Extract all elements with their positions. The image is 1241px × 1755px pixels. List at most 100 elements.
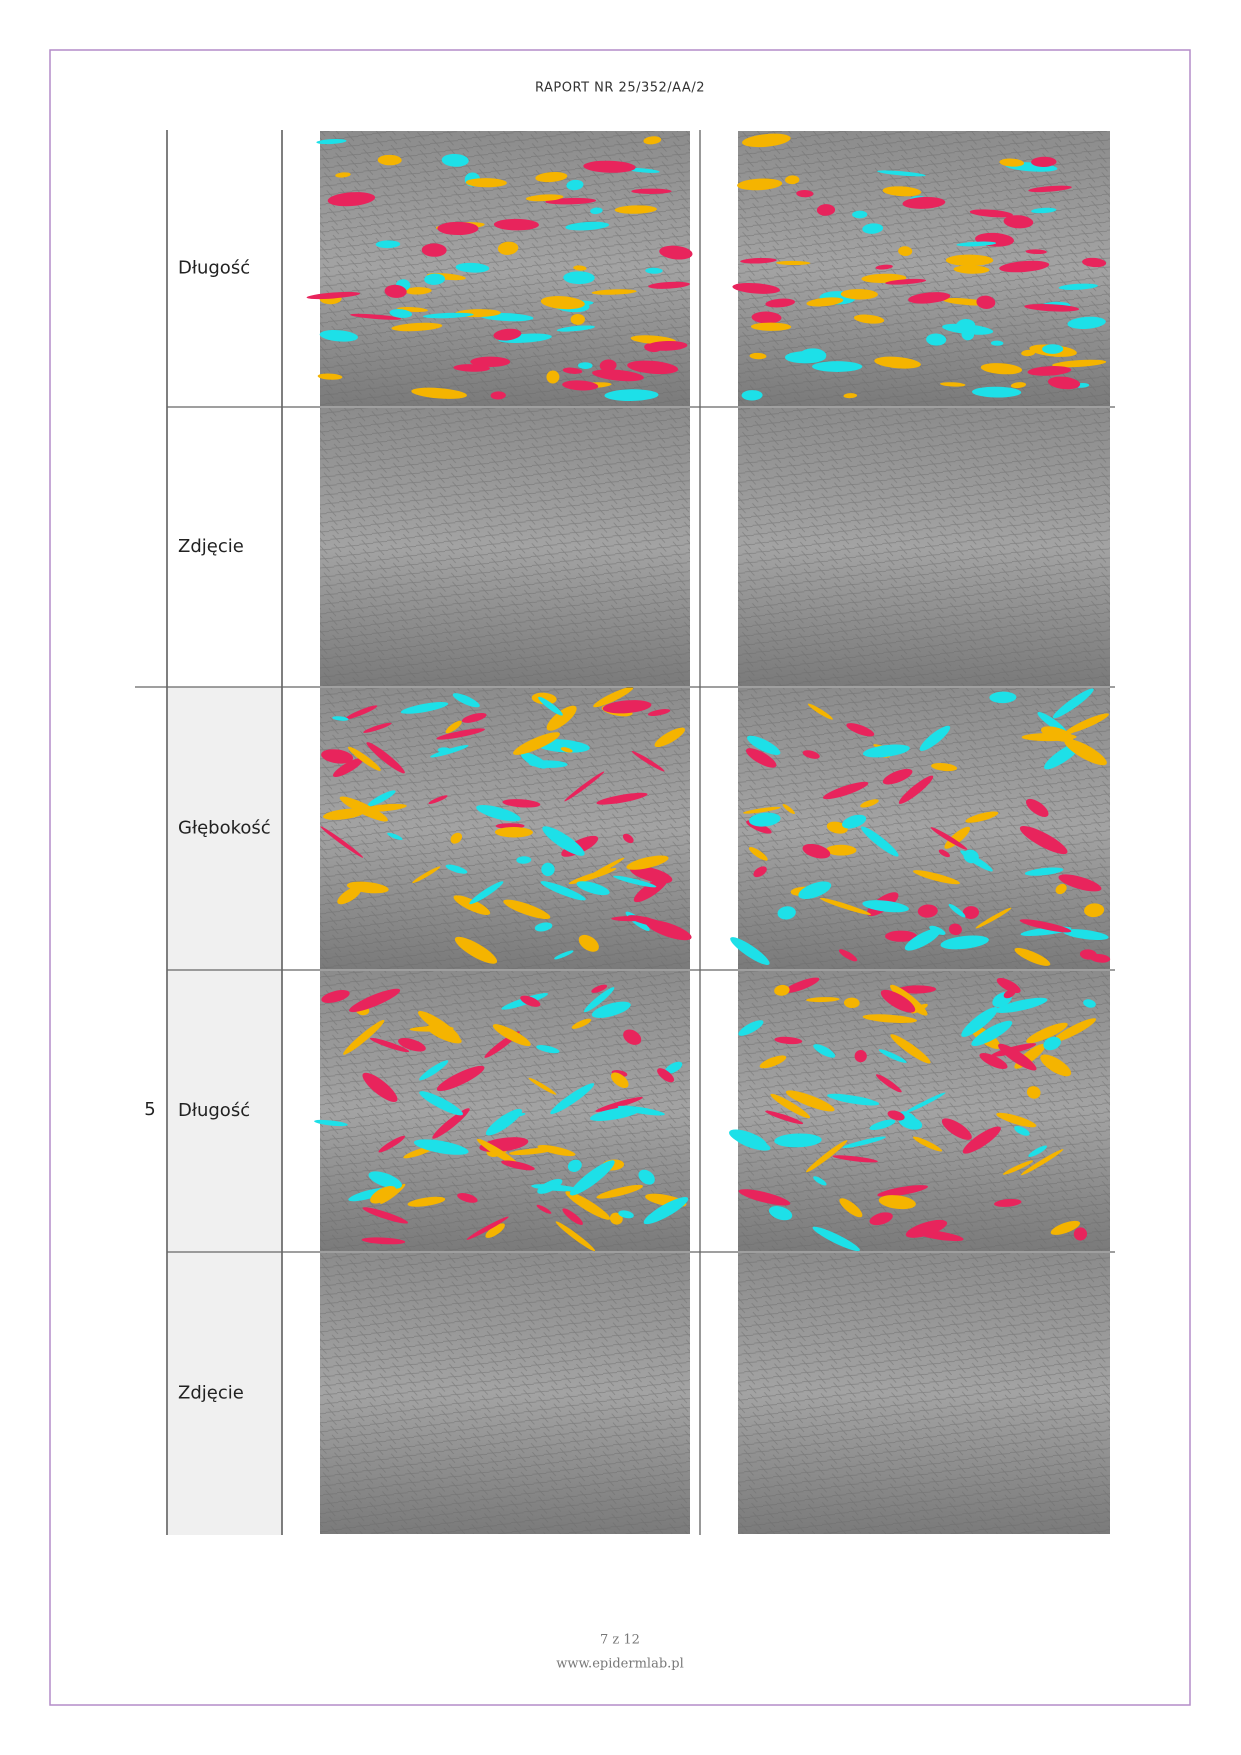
overlay-mark: [812, 1226, 860, 1252]
overlay-mark: [550, 1083, 595, 1115]
overlay-mark: [389, 309, 413, 318]
overlay-mark: [774, 984, 790, 996]
overlay-mark: [501, 1160, 535, 1171]
overlay-mark: [362, 1207, 409, 1224]
overlay-mark: [583, 987, 615, 1013]
overlay-mark: [999, 260, 1050, 273]
overlay-mark: [627, 360, 679, 375]
overlay-mark: [1025, 249, 1047, 255]
overlay-mark: [528, 1077, 557, 1095]
overlay-mark: [807, 703, 833, 720]
overlay-mark: [589, 1106, 641, 1122]
overlay-mark: [862, 900, 909, 913]
overlay-mark: [643, 136, 662, 145]
overlay-mark: [869, 1212, 893, 1226]
overlay-mark: [750, 322, 792, 331]
overlay-mark: [1020, 1149, 1064, 1176]
overlay-mark: [493, 218, 539, 231]
overlay-mark: [501, 1112, 526, 1119]
table: Długość Zdjęcie Głębokość Długość Zdjęcie 5: [135, 130, 1115, 1535]
overlay-mark: [875, 264, 893, 270]
overlay-mark: [366, 742, 405, 774]
overlay-mark: [971, 386, 1022, 398]
overlay-mark: [316, 138, 347, 145]
row-label: Długość: [178, 1100, 250, 1121]
overlay-mark: [657, 1068, 675, 1083]
overlay-mark: [476, 1138, 520, 1167]
overlay-mark: [577, 362, 593, 369]
overlay-mark: [806, 997, 840, 1003]
overlay-mark: [1019, 826, 1068, 855]
overlay-mark: [638, 1169, 655, 1185]
overlay-mark: [953, 265, 990, 274]
overlay-mark: [538, 696, 563, 716]
overlay-mark: [996, 1112, 1037, 1128]
overlay-mark: [1002, 1160, 1034, 1175]
overlay-mark: [948, 903, 966, 918]
overlay-mark: [570, 313, 585, 325]
overlay-mark: [976, 295, 996, 309]
overlay-mark: [317, 373, 343, 380]
overlay-mark: [734, 1135, 771, 1151]
overlay-mark: [1047, 376, 1081, 390]
overlay-mark: [604, 389, 659, 401]
page-number: 7 z 12: [600, 1633, 640, 1648]
overlay-mark: [938, 849, 950, 858]
overlay-mark: [593, 686, 634, 708]
overlay-mark: [453, 364, 490, 372]
overlay-mark: [419, 1091, 463, 1116]
overlay-mark: [1058, 874, 1102, 892]
skin-image: [729, 971, 1110, 1252]
skin-image: [306, 131, 693, 406]
overlay-mark: [898, 775, 934, 804]
overlay-mark: [347, 746, 381, 771]
overlay-mark: [890, 1034, 931, 1064]
overlay-mark: [1026, 798, 1049, 817]
overlay-mark: [513, 732, 560, 755]
overlay-mark: [546, 705, 577, 731]
overlay-mark: [413, 1139, 469, 1155]
overlay-mark: [747, 735, 781, 755]
overlay-mark: [391, 322, 443, 332]
overlay-mark: [578, 934, 599, 952]
overlay-mark: [469, 881, 504, 905]
overlay-mark: [822, 781, 869, 800]
overlay-mark: [813, 1176, 827, 1186]
overlay-mark: [450, 832, 463, 844]
overlay-mark: [339, 796, 388, 822]
overlay-mark: [738, 1020, 764, 1036]
overlay-mark: [1014, 947, 1051, 966]
overlay-mark: [525, 194, 564, 202]
overlay-mark: [494, 827, 533, 838]
overlay-mark: [1058, 283, 1098, 290]
overlay-mark: [362, 1072, 398, 1103]
skin-image: [732, 131, 1110, 406]
overlay-mark: [737, 178, 783, 191]
overlay-mark: [880, 989, 916, 1013]
overlay-mark: [975, 907, 1012, 929]
overlay-mark: [436, 1065, 485, 1092]
overlay-mark: [854, 1050, 867, 1063]
overlay-mark: [378, 1135, 406, 1153]
overlay-mark: [466, 1216, 509, 1240]
overlay-mark: [1019, 919, 1072, 933]
overlay-mark: [1084, 903, 1105, 918]
overlay-mark: [387, 832, 403, 840]
overlay-mark: [509, 1147, 555, 1156]
overlay-mark: [407, 1196, 446, 1207]
overlay-mark: [882, 768, 913, 785]
overlay-mark: [917, 904, 938, 918]
overlay-mark: [1024, 867, 1064, 876]
overlay-mark: [1042, 344, 1064, 354]
overlay-mark: [566, 179, 584, 191]
row-label: Głębokość: [178, 818, 271, 839]
overlay-mark: [555, 1221, 596, 1252]
overlay-mark: [878, 1195, 916, 1210]
overlay-mark: [961, 1007, 998, 1037]
overlay-mark: [596, 792, 648, 805]
overlay-mark: [1037, 712, 1067, 734]
overlay-mark: [1052, 359, 1107, 368]
overlay-mark: [565, 1191, 611, 1220]
group-label: 5: [144, 1099, 155, 1120]
overlay-mark: [654, 727, 686, 748]
